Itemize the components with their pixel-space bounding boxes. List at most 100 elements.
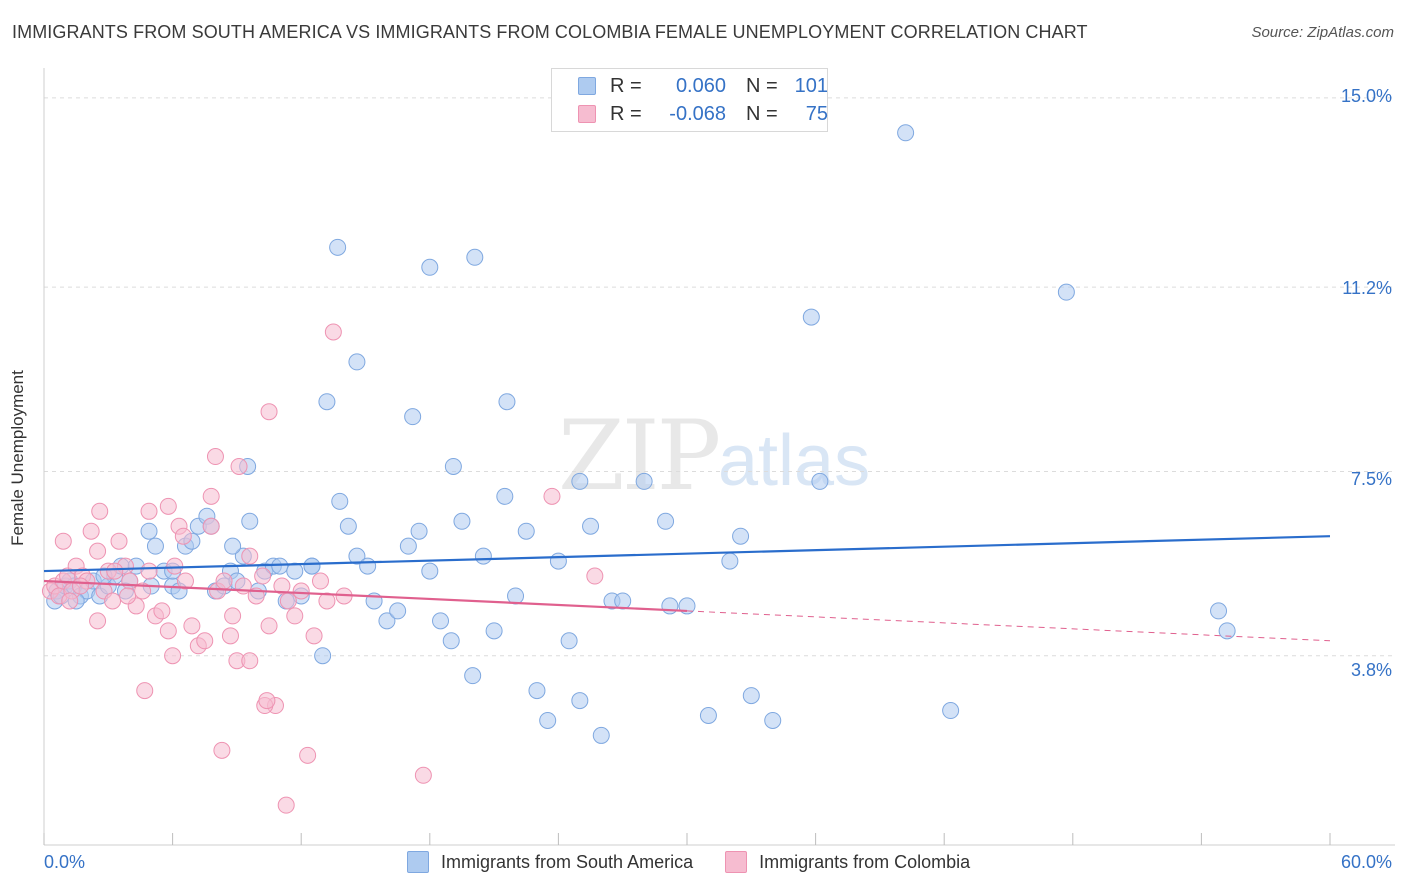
data-point-colombia xyxy=(82,522,100,540)
data-point-colombia xyxy=(273,577,291,595)
data-point-colombia xyxy=(166,557,184,575)
legend-n-label: N = xyxy=(746,102,778,125)
data-point-colombia xyxy=(311,572,329,590)
legend-item-south-america: Immigrants from South America xyxy=(407,851,693,873)
legend-r-value: 0.060 xyxy=(675,74,726,97)
legend-label-colombia: Immigrants from Colombia xyxy=(759,851,971,872)
data-point-south-america xyxy=(802,308,820,326)
data-point-colombia xyxy=(134,582,152,600)
data-point-south-america xyxy=(140,522,158,540)
data-point-colombia xyxy=(230,457,248,475)
data-point-south-america xyxy=(742,687,760,705)
data-point-south-america xyxy=(331,492,349,510)
data-point-south-america xyxy=(942,702,960,720)
data-point-south-america xyxy=(582,517,600,535)
trendline-south-america xyxy=(43,535,1331,573)
data-point-south-america xyxy=(571,472,589,490)
data-point-colombia xyxy=(110,532,128,550)
data-point-south-america xyxy=(496,487,514,505)
data-point-colombia xyxy=(254,567,272,585)
legend-swatch-blue xyxy=(578,77,596,95)
y-tick-label: 15.0% xyxy=(1340,86,1392,106)
data-point-south-america xyxy=(318,393,336,411)
data-point-colombia xyxy=(104,592,122,610)
data-point-south-america xyxy=(410,522,428,540)
data-point-colombia xyxy=(153,602,171,620)
data-point-south-america xyxy=(453,512,471,530)
data-point-south-america xyxy=(539,711,557,729)
data-point-colombia xyxy=(260,617,278,635)
data-point-colombia xyxy=(258,692,276,710)
data-point-colombia xyxy=(159,497,177,515)
legend-row-colombia: R = -0.068 N = 75 xyxy=(578,101,828,127)
data-point-south-america xyxy=(286,562,304,580)
data-point-south-america xyxy=(732,527,750,545)
data-point-south-america xyxy=(378,612,396,630)
data-point-south-america xyxy=(549,552,567,570)
data-point-south-america xyxy=(661,597,679,615)
data-point-south-america xyxy=(146,537,164,555)
x-tick-label-max: 60.0% xyxy=(1340,852,1392,872)
data-point-south-america xyxy=(389,602,407,620)
data-point-south-america xyxy=(507,587,525,605)
data-point-colombia xyxy=(586,567,604,585)
data-point-colombia xyxy=(241,652,259,670)
data-point-colombia xyxy=(136,682,154,700)
legend-r-label: R = xyxy=(610,102,642,125)
legend-label-south-america: Immigrants from South America xyxy=(441,851,694,872)
data-point-south-america xyxy=(421,258,439,276)
data-point-colombia xyxy=(277,796,295,814)
data-point-colombia xyxy=(305,627,323,645)
data-point-south-america xyxy=(241,512,259,530)
data-point-south-america xyxy=(348,353,366,371)
data-point-south-america xyxy=(1210,602,1228,620)
data-point-colombia xyxy=(71,577,89,595)
data-point-colombia xyxy=(213,741,231,759)
data-point-south-america xyxy=(764,711,782,729)
data-point-colombia xyxy=(106,562,124,580)
legend-row-south-america: R = 0.060 N = 101 xyxy=(578,73,828,99)
data-point-south-america xyxy=(474,547,492,565)
x-tick-label-min: 0.0% xyxy=(44,852,86,872)
data-point-colombia xyxy=(299,746,317,764)
data-point-south-america xyxy=(404,408,422,426)
data-point-colombia xyxy=(140,502,158,520)
data-point-south-america xyxy=(314,647,332,665)
data-point-south-america xyxy=(339,517,357,535)
data-point-south-america xyxy=(560,632,578,650)
data-point-colombia xyxy=(241,547,259,565)
data-point-south-america xyxy=(303,557,321,575)
data-point-colombia xyxy=(176,572,194,590)
data-point-south-america xyxy=(464,667,482,685)
data-point-south-america xyxy=(1057,283,1075,301)
legend-n-label: N = xyxy=(746,74,778,97)
data-point-south-america xyxy=(224,537,242,555)
source-credit: Source: ZipAtlas.com xyxy=(1251,24,1394,41)
y-tick-label: 11.2% xyxy=(1342,278,1392,298)
data-point-south-america xyxy=(592,726,610,744)
data-point-south-america xyxy=(699,707,717,725)
data-point-south-america xyxy=(444,457,462,475)
data-point-colombia xyxy=(159,622,177,640)
data-point-colombia xyxy=(91,502,109,520)
data-point-colombia xyxy=(286,607,304,625)
data-point-south-america xyxy=(399,537,417,555)
watermark-zip: ZIP xyxy=(558,400,721,512)
y-tick-label: 3.8% xyxy=(1350,660,1392,680)
legend-swatch-blue xyxy=(407,851,429,873)
data-point-colombia xyxy=(324,323,342,341)
data-point-colombia xyxy=(196,632,214,650)
data-point-colombia xyxy=(318,592,336,610)
data-point-south-america xyxy=(635,472,653,490)
legend-n-value: 75 xyxy=(805,102,828,125)
series-legend: Immigrants from South America Immigrants… xyxy=(407,851,1002,873)
data-point-south-america xyxy=(528,682,546,700)
data-point-colombia xyxy=(292,582,310,600)
data-point-colombia xyxy=(260,403,278,421)
trendline-colombia-extension xyxy=(686,610,1331,642)
data-point-colombia xyxy=(119,587,137,605)
data-point-colombia xyxy=(414,766,432,784)
data-point-south-america xyxy=(498,393,516,411)
data-point-south-america xyxy=(348,547,366,565)
